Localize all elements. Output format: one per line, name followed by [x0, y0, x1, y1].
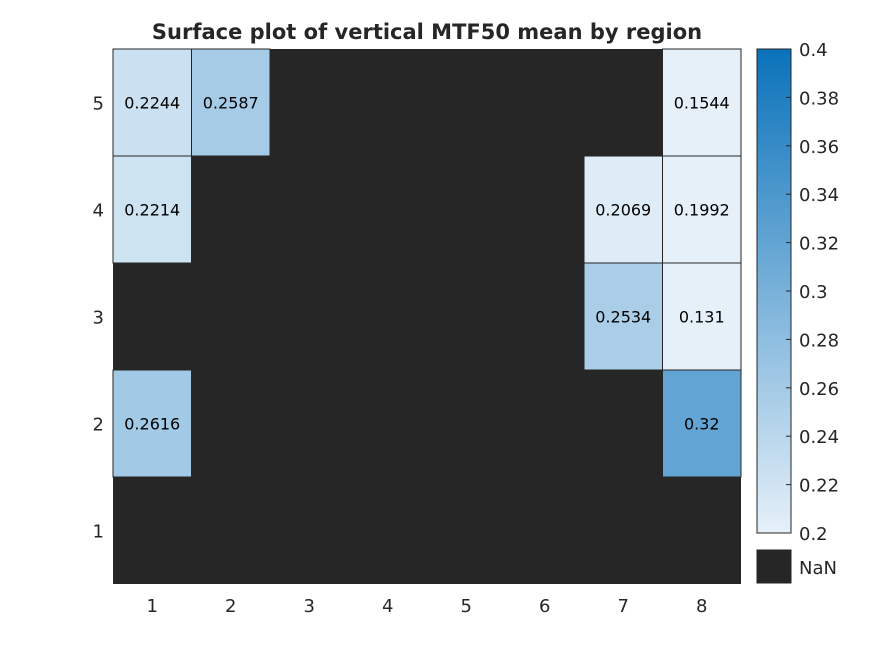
colorbar-tick-label: 0.24 [799, 427, 839, 448]
y-tick-label: 2 [93, 415, 104, 436]
colorbar-tick-label: 0.4 [799, 40, 828, 61]
heatmap-cell [112, 369, 192, 478]
x-tick-label: 1 [147, 596, 158, 617]
chart-title: Surface plot of vertical MTF50 mean by r… [152, 20, 702, 44]
colorbar-tick-label: 0.2 [799, 524, 828, 545]
heatmap-cell [191, 48, 271, 157]
x-tick-label: 2 [225, 596, 236, 617]
colorbar-tick-label: 0.38 [799, 88, 839, 109]
colorbar-tick-label: 0.26 [799, 379, 839, 400]
y-tick-label: 3 [93, 308, 104, 329]
y-tick-label: 4 [93, 201, 104, 222]
colorbar-tick-label: 0.32 [799, 234, 839, 255]
x-tick-label: 7 [618, 596, 629, 617]
nan-legend-label: NaN [799, 558, 837, 579]
heatmap-cell [662, 155, 742, 264]
cell-value-label: 0.2244 [124, 94, 180, 113]
x-tick-label: 3 [304, 596, 315, 617]
colorbar-tick-label: 0.34 [799, 185, 839, 206]
cell-value-label: 0.2616 [124, 415, 180, 434]
y-tick-label: 1 [93, 522, 104, 543]
colorbar-tick-label: 0.36 [799, 137, 839, 158]
heatmap-cell [662, 48, 742, 157]
colorbar-tick-label: 0.28 [799, 330, 839, 351]
heatmap-cell [583, 262, 663, 371]
cell-value-label: 0.2214 [124, 201, 180, 220]
cell-value-label: 0.2069 [595, 201, 651, 220]
cell-value-label: 0.32 [684, 415, 720, 434]
cell-value-label: 0.2587 [203, 94, 259, 113]
cell-value-label: 0.1992 [674, 201, 730, 220]
colorbar [756, 48, 792, 534]
x-tick-label: 4 [382, 596, 393, 617]
nan-legend-swatch [756, 549, 792, 584]
heatmap-cell [583, 155, 663, 264]
heatmap-cell [662, 369, 742, 478]
x-tick-label: 6 [539, 596, 550, 617]
colorbar-tick-label: 0.3 [799, 282, 828, 303]
cell-value-label: 0.2534 [595, 308, 651, 327]
x-tick-label: 8 [696, 596, 707, 617]
cell-value-label: 0.131 [679, 308, 725, 327]
x-tick-label: 5 [461, 596, 472, 617]
y-tick-label: 5 [93, 94, 104, 115]
colorbar-tick-label: 0.22 [799, 476, 839, 497]
heatmap-cell [662, 262, 742, 371]
heatmap-cell [112, 155, 192, 264]
cell-value-label: 0.1544 [674, 94, 730, 113]
